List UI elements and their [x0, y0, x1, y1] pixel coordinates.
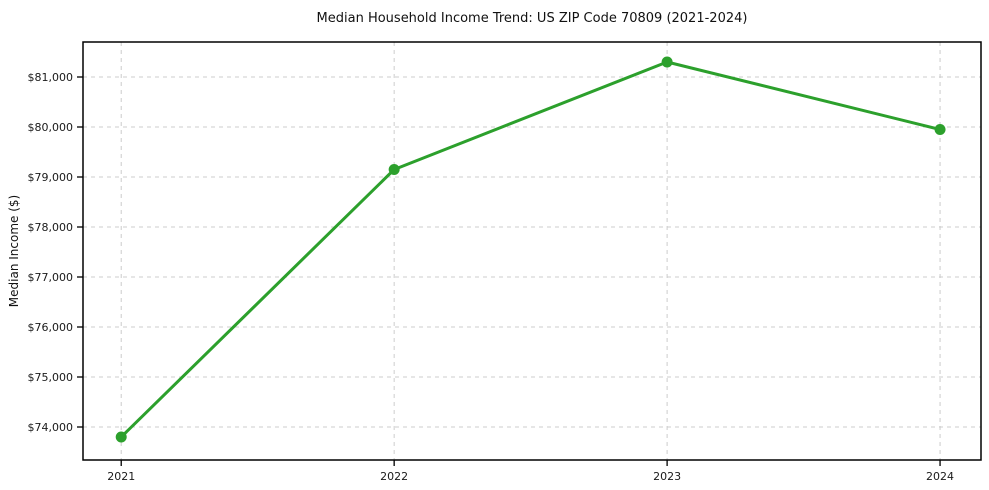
- x-tick-label: 2024: [926, 470, 954, 483]
- axis-ticks: [77, 76, 941, 466]
- y-tick-label: $76,000: [28, 321, 74, 334]
- tick-labels: $74,000 $75,000 $76,000 $77,000 $78,000 $79,0…: [28, 71, 955, 483]
- data-point-marker: [388, 164, 400, 175]
- data-point-marker: [661, 56, 673, 68]
- series-line: [119, 60, 942, 439]
- data-point-marker: [115, 431, 127, 443]
- plot-border: [82, 41, 982, 461]
- y-tick-label: $81,000: [28, 71, 74, 84]
- y-tick-label: $80,000: [28, 121, 74, 134]
- x-tick-label: 2022: [380, 470, 408, 483]
- y-tick-label: $77,000: [28, 271, 74, 284]
- y-tick-label: $74,000: [28, 421, 74, 434]
- x-tick-label: 2023: [653, 470, 681, 483]
- y-axis-label: Median Income ($): [7, 195, 21, 307]
- data-series: [115, 56, 946, 443]
- plot-area: [83, 42, 981, 460]
- y-tick-label: $78,000: [28, 221, 74, 234]
- y-tick-label: $75,000: [28, 371, 74, 384]
- y-tick-label: $79,000: [28, 171, 74, 184]
- chart-title: Median Household Income Trend: US ZIP Co…: [317, 11, 748, 26]
- data-point-marker: [934, 124, 946, 135]
- gridlines: [83, 42, 981, 460]
- x-tick-label: 2021: [107, 470, 135, 483]
